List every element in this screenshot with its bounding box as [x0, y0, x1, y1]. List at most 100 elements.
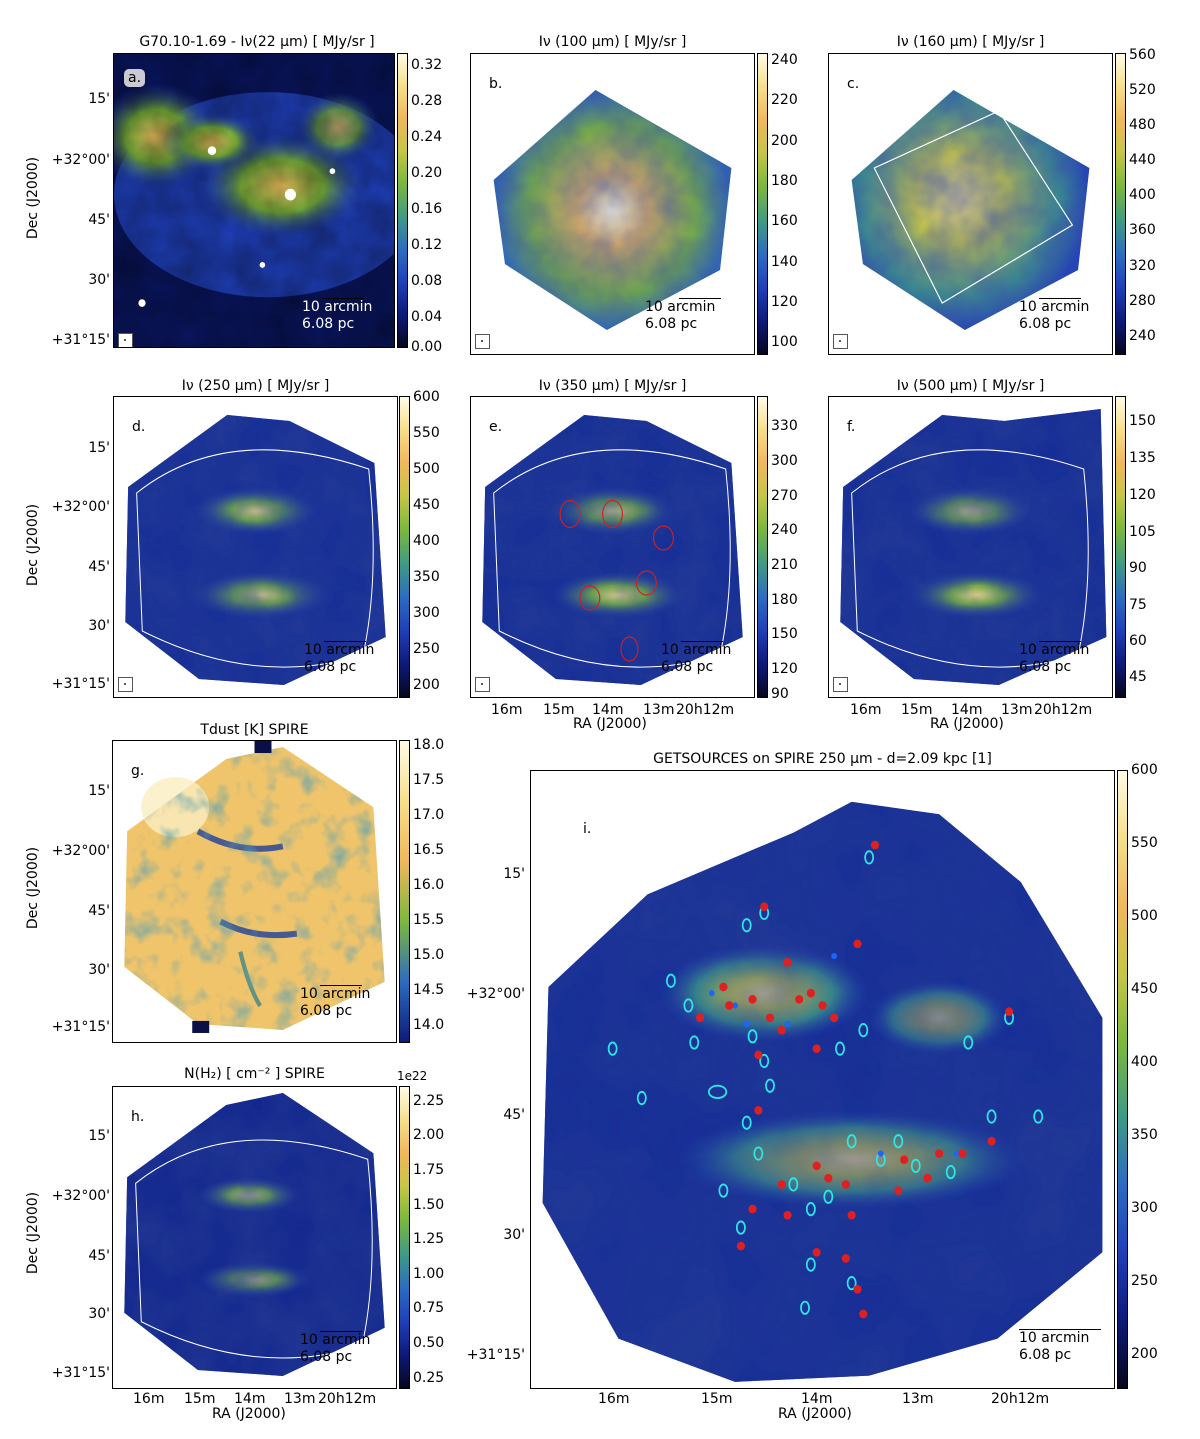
panel-e-title: Iν (350 μm) [ MJy/sr ] [538, 378, 687, 394]
colorbar-tick: 75 [1129, 597, 1147, 613]
ra-tick: 20h12m [1034, 702, 1093, 718]
colorbar-tick: 560 [1129, 47, 1156, 63]
colorbar-tick: 1.00 [413, 1266, 445, 1282]
panel-c-colorbar [1115, 53, 1126, 355]
colorbar-tick: 16.5 [413, 842, 445, 858]
panel-d-image [125, 415, 386, 685]
colorbar-tick: 250 [413, 641, 440, 657]
colorbar-tick: 350 [1131, 1127, 1158, 1143]
panel-e-map: e. 10 arcmin 6.08 pc [470, 396, 755, 698]
scalebar-line [679, 298, 721, 299]
ra-tick: 13m [902, 1391, 934, 1407]
panel-c-map: c. 10 arcmin 6.08 pc [828, 53, 1113, 355]
colorbar-tick: 500 [1131, 908, 1158, 924]
ra-tick: 20h12m [991, 1391, 1050, 1407]
panel-d-letter: d. [132, 419, 146, 435]
dec-tick: 15' [88, 440, 110, 456]
panel-b-colorbar [757, 53, 768, 355]
ra-tick: 16m [133, 1391, 165, 1407]
colorbar-tick: 250 [1131, 1273, 1158, 1289]
colorbar-tick: 0.08 [411, 273, 443, 289]
dec-tick: +31°15' [51, 676, 110, 692]
panel-d-scalebar: 10 arcmin 6.08 pc [304, 641, 374, 676]
colorbar-tick: 210 [771, 557, 798, 573]
colorbar-tick: 300 [771, 453, 798, 469]
colorbar-tick: 140 [771, 254, 798, 270]
colorbar-tick: 17.0 [413, 807, 445, 823]
colorbar-tick: 0.24 [411, 129, 443, 145]
ra-tick: 16m [491, 702, 523, 718]
beam-icon [833, 677, 848, 692]
panel-a-map: a. 10 arcmin 6.08 pc [113, 53, 395, 348]
colorbar-tick: 0.00 [411, 339, 443, 355]
panel-g-image [124, 741, 385, 1033]
colorbar-tick: 120 [771, 661, 798, 677]
ra-axis-label: RA (J2000) [212, 1406, 286, 1422]
colorbar-tick: 280 [1129, 293, 1156, 309]
colorbar-tick: 16.0 [413, 877, 445, 893]
scalebar-length: 10 arcmin [302, 299, 373, 315]
scalebar-line [681, 641, 723, 642]
colorbar-tick: 330 [771, 418, 798, 434]
dec-axis-label: Dec (J2000) [25, 156, 41, 240]
ra-tick: 16m [598, 1391, 630, 1407]
colorbar-tick: 180 [771, 173, 798, 189]
panel-g-colorbar [399, 740, 410, 1043]
panel-g-letter: g. [131, 763, 145, 779]
colorbar-tick: 1.50 [413, 1197, 445, 1213]
dec-tick: +32°00' [51, 1188, 110, 1204]
scalebar-line [1039, 641, 1081, 642]
colorbar-tick: 90 [1129, 560, 1147, 576]
scalebar-distance: 6.08 pc [300, 1003, 353, 1019]
ra-tick: 20h12m [676, 702, 735, 718]
panel-i-scalebar: 10 arcmin 6.08 pc [1019, 1329, 1101, 1364]
dec-tick: 30' [88, 272, 110, 288]
colorbar-tick: 2.25 [413, 1093, 445, 1109]
panel-b-title: Iν (100 μm) [ MJy/sr ] [538, 34, 687, 50]
colorbar-tick: 1.25 [413, 1231, 445, 1247]
dec-tick: +31°15' [51, 332, 110, 348]
colorbar-tick: 120 [771, 294, 798, 310]
dec-tick: 30' [88, 618, 110, 634]
red-star-markers [695, 840, 1014, 1319]
scalebar-length: 10 arcmin [304, 642, 375, 658]
panel-g-title: Tdust [K] SPIRE [200, 722, 309, 738]
dec-tick: 45' [88, 1248, 110, 1264]
colorbar-tick: 360 [1129, 222, 1156, 238]
colorbar-tick: 600 [1131, 762, 1158, 778]
panel-f-image [840, 409, 1107, 685]
colorbar-tick: 550 [1131, 835, 1158, 851]
dec-tick: 45' [88, 903, 110, 919]
panel-d-map: d. 10 arcmin 6.08 pc [113, 396, 398, 698]
colorbar-tick: 600 [413, 389, 440, 405]
colorbar-tick: 0.16 [411, 201, 443, 217]
colorbar-tick: 0.25 [413, 1370, 445, 1386]
colorbar-tick: 0.04 [411, 309, 443, 325]
colorbar-tick: 180 [771, 592, 798, 608]
scalebar-distance: 6.08 pc [661, 659, 714, 675]
colorbar-tick: 0.32 [411, 57, 443, 73]
scalebar-length: 10 arcmin [645, 299, 716, 315]
ra-tick: 15m [184, 1391, 216, 1407]
ra-tick: 14m [801, 1391, 833, 1407]
panel-b-letter: b. [489, 76, 503, 92]
panel-a-letter: a. [124, 69, 146, 87]
panel-h-image [124, 1093, 385, 1376]
ra-tick: 13m [284, 1391, 316, 1407]
dec-axis-label: Dec (J2000) [25, 846, 41, 930]
colorbar-tick: 120 [1129, 487, 1156, 503]
scalebar-line [324, 641, 366, 642]
panel-f-scalebar: 10 arcmin 6.08 pc [1019, 641, 1089, 676]
ra-tick: 14m [234, 1391, 266, 1407]
panel-h-title: N(H₂) [ cm⁻² ] SPIRE [184, 1066, 325, 1082]
panel-e-scalebar: 10 arcmin 6.08 pc [661, 641, 731, 676]
dec-tick: 15' [88, 783, 110, 799]
colorbar-tick: 2.00 [413, 1127, 445, 1143]
panel-f-map: f. 10 arcmin 6.08 pc [828, 396, 1113, 698]
colorbar-tick: 60 [1129, 633, 1147, 649]
colorbar-tick: 320 [1129, 258, 1156, 274]
colorbar-tick: 14.0 [413, 1017, 445, 1033]
panel-f-colorbar [1115, 396, 1126, 698]
scalebar-length: 10 arcmin [300, 1332, 371, 1348]
colorbar-tick: 150 [771, 626, 798, 642]
